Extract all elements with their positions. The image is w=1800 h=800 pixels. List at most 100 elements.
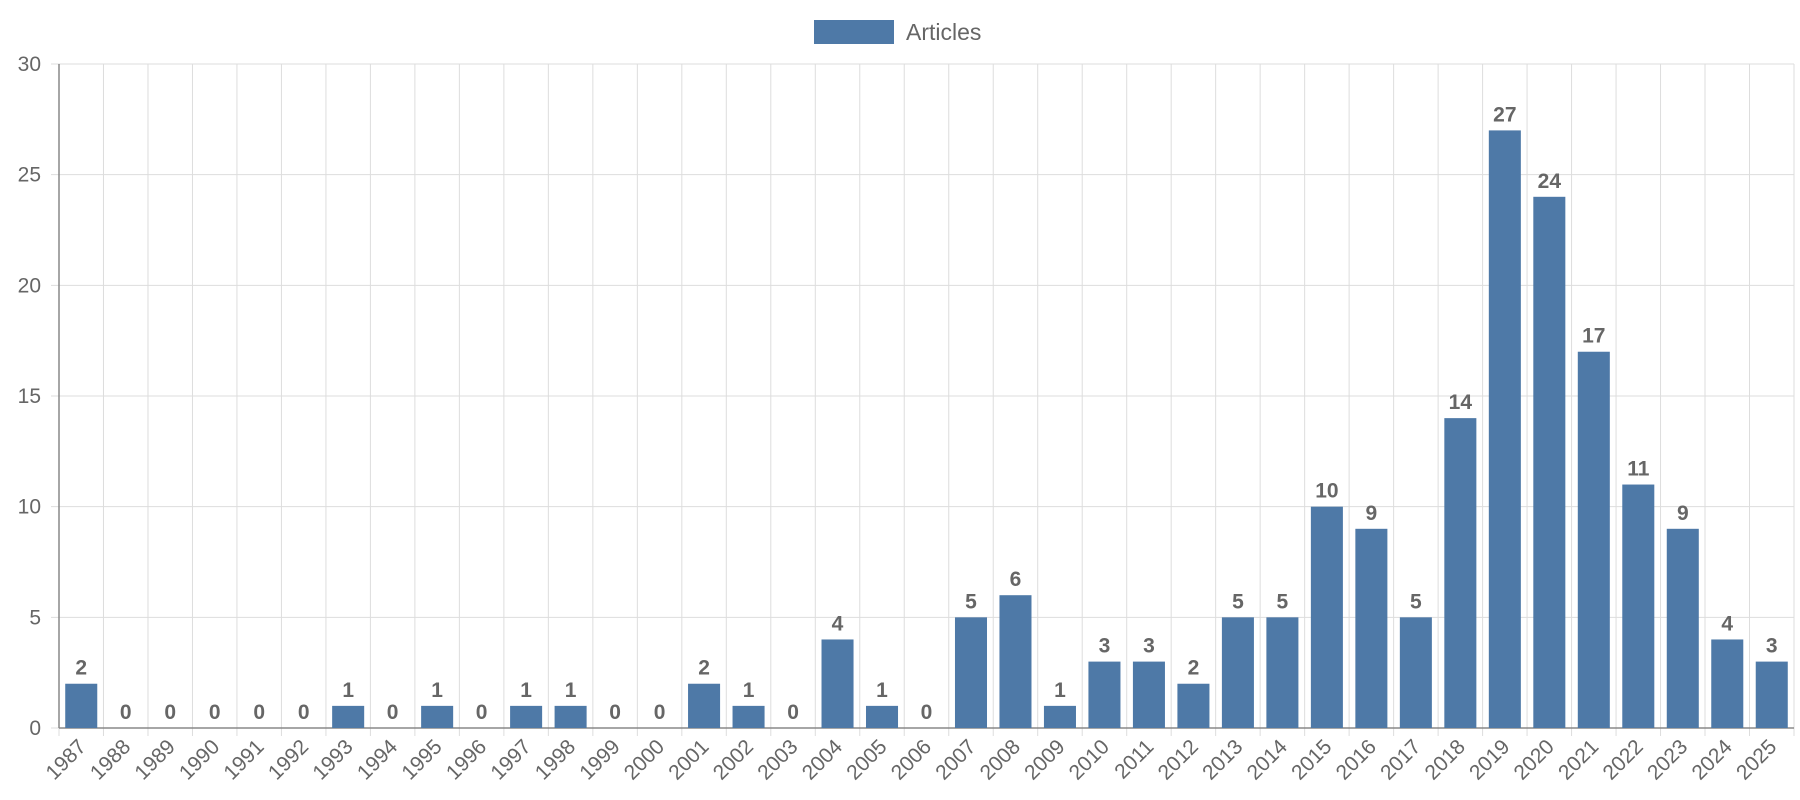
bar-2017[interactable] xyxy=(1399,617,1432,728)
bar-2011[interactable] xyxy=(1132,661,1165,728)
data-label-2011: 3 xyxy=(1143,635,1155,658)
x-tick-label-2013: 2013 xyxy=(1198,735,1247,784)
bars xyxy=(65,130,1788,729)
bar-2022[interactable] xyxy=(1622,484,1655,728)
data-label-2004: 4 xyxy=(832,612,844,635)
x-tick-label-1994: 1994 xyxy=(353,735,403,785)
data-label-2018: 14 xyxy=(1449,391,1473,414)
data-label-2005: 1 xyxy=(876,679,888,702)
bar-2024[interactable] xyxy=(1711,639,1744,728)
data-label-2010: 3 xyxy=(1099,635,1111,658)
data-label-2007: 5 xyxy=(965,590,977,613)
x-tick-label-2007: 2007 xyxy=(931,735,980,784)
x-tick-label-2014: 2014 xyxy=(1243,735,1293,785)
y-tick-label: 15 xyxy=(18,385,41,408)
data-label-1996: 0 xyxy=(476,701,488,724)
x-tick-label-2005: 2005 xyxy=(842,735,891,784)
bar-2007[interactable] xyxy=(954,617,988,728)
x-tick-label-1996: 1996 xyxy=(442,735,491,784)
data-label-2021: 17 xyxy=(1582,325,1605,348)
bar-2005[interactable] xyxy=(865,705,899,728)
x-tick-label-2022: 2022 xyxy=(1599,735,1648,784)
data-label-1993: 1 xyxy=(342,679,354,702)
y-tick-label: 25 xyxy=(18,164,41,187)
data-label-2013: 5 xyxy=(1232,590,1244,613)
y-axis-ticks: 0 5 10 15 20 25 30 xyxy=(18,53,41,740)
data-label-1992: 0 xyxy=(298,701,310,724)
bar-1993[interactable] xyxy=(332,705,365,728)
data-label-2008: 6 xyxy=(1010,568,1022,591)
data-label-1989: 0 xyxy=(164,701,176,724)
x-tick-label-1987: 1987 xyxy=(41,735,90,784)
data-label-2023: 9 xyxy=(1677,502,1689,525)
x-tick-label-2003: 2003 xyxy=(753,735,802,784)
bar-2008[interactable] xyxy=(999,595,1032,728)
x-tick-label-1999: 1999 xyxy=(575,735,624,784)
x-tick-label-2025: 2025 xyxy=(1732,735,1781,784)
y-tick-label: 5 xyxy=(29,606,41,629)
x-tick-label-2015: 2015 xyxy=(1287,735,1336,784)
x-tick-label-2008: 2008 xyxy=(976,735,1025,784)
bar-1995[interactable] xyxy=(421,705,454,728)
x-tick-label-2021: 2021 xyxy=(1554,735,1603,784)
y-tick-label: 10 xyxy=(18,496,41,519)
data-label-1999: 0 xyxy=(609,701,621,724)
bar-2013[interactable] xyxy=(1221,617,1254,728)
x-tick-label-2000: 2000 xyxy=(620,735,669,784)
bar-2025[interactable] xyxy=(1755,661,1788,728)
data-label-1987: 2 xyxy=(75,657,87,680)
data-label-2002: 1 xyxy=(743,679,755,702)
x-tick-label-2009: 2009 xyxy=(1020,735,1069,784)
bar-1997[interactable] xyxy=(510,705,543,728)
x-tick-label-2002: 2002 xyxy=(709,735,758,784)
x-tick-label-1989: 1989 xyxy=(130,735,179,784)
data-label-2000: 0 xyxy=(654,701,666,724)
x-tick-label-2010: 2010 xyxy=(1065,735,1114,784)
bar-2012[interactable] xyxy=(1177,683,1210,728)
data-label-2014: 5 xyxy=(1277,590,1289,613)
bar-2002[interactable] xyxy=(732,705,765,728)
x-tick-label-2017: 2017 xyxy=(1376,735,1425,784)
data-label-1998: 1 xyxy=(565,679,577,702)
legend-swatch xyxy=(814,20,894,44)
bar-2014[interactable] xyxy=(1266,617,1299,728)
y-tick-label: 20 xyxy=(18,274,41,297)
data-label-2017: 5 xyxy=(1410,590,1422,613)
bar-2020[interactable] xyxy=(1533,196,1566,729)
x-tick-label-2024: 2024 xyxy=(1688,735,1738,785)
data-label-2009: 1 xyxy=(1054,679,1066,702)
bar-2021[interactable] xyxy=(1577,351,1610,728)
bar-2023[interactable] xyxy=(1666,528,1699,728)
bar-1987[interactable] xyxy=(65,683,98,728)
x-tick-label-2012: 2012 xyxy=(1154,735,1203,784)
data-label-2012: 2 xyxy=(1188,657,1200,680)
legend[interactable]: Articles xyxy=(814,19,981,45)
bar-2009[interactable] xyxy=(1043,705,1076,728)
x-tick-label-2023: 2023 xyxy=(1643,735,1692,784)
data-label-1991: 0 xyxy=(253,701,265,724)
bar-1998[interactable] xyxy=(554,705,587,728)
bar-2010[interactable] xyxy=(1088,661,1121,728)
data-label-2022: 11 xyxy=(1627,458,1650,481)
x-tick-label-2018: 2018 xyxy=(1421,735,1470,784)
x-tick-label-2004: 2004 xyxy=(798,735,848,785)
bar-2016[interactable] xyxy=(1355,528,1388,728)
data-label-2015: 10 xyxy=(1315,480,1338,503)
x-tick-label-2016: 2016 xyxy=(1332,735,1381,784)
data-label-1990: 0 xyxy=(209,701,221,724)
bar-2001[interactable] xyxy=(688,683,721,728)
x-tick-label-1992: 1992 xyxy=(264,735,313,784)
x-tick-label-1998: 1998 xyxy=(531,735,580,784)
grid-lines xyxy=(51,63,1795,736)
bar-2018[interactable] xyxy=(1444,418,1477,728)
data-label-2020: 24 xyxy=(1538,170,1562,193)
data-label-2001: 2 xyxy=(698,657,710,680)
bar-2004[interactable] xyxy=(821,639,854,728)
y-tick-label: 30 xyxy=(18,53,41,76)
x-tick-label-2011: 2011 xyxy=(1110,735,1158,783)
bar-2015[interactable] xyxy=(1310,506,1343,728)
bar-2019[interactable] xyxy=(1488,130,1521,728)
